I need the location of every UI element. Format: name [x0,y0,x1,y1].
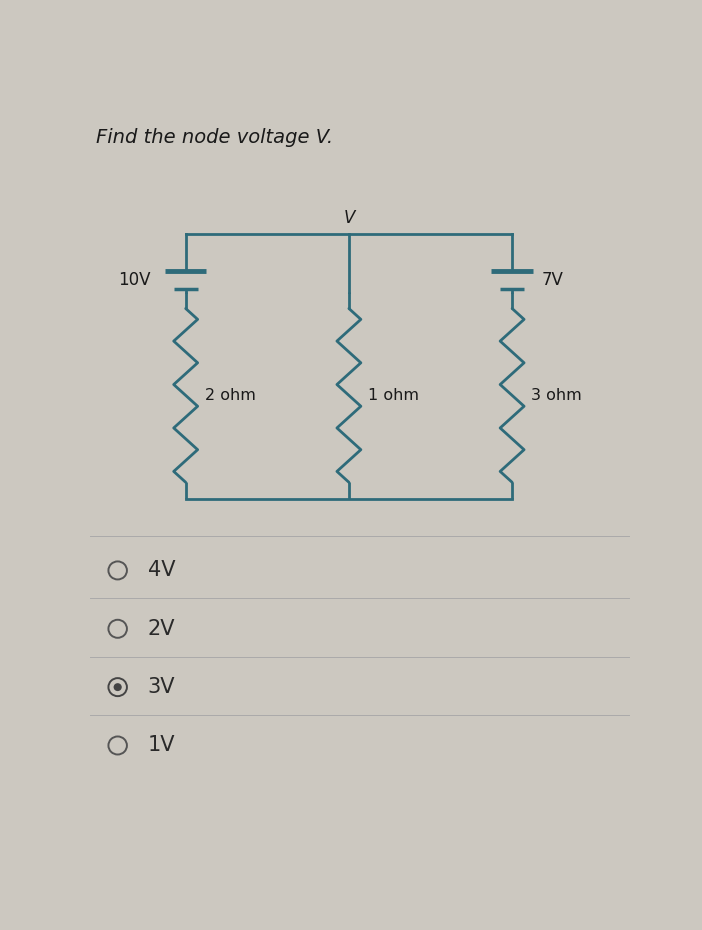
Text: V: V [343,209,355,227]
Text: 2 ohm: 2 ohm [205,388,256,403]
Text: 1V: 1V [147,736,175,755]
Text: Find the node voltage V.: Find the node voltage V. [96,127,333,147]
Text: 3 ohm: 3 ohm [531,388,582,403]
Text: 1 ohm: 1 ohm [368,388,419,403]
Text: 2V: 2V [147,618,175,639]
Circle shape [114,684,121,691]
Text: 7V: 7V [542,271,564,289]
Text: 10V: 10V [118,271,150,289]
Text: 3V: 3V [147,677,175,698]
Text: 4V: 4V [147,561,175,580]
